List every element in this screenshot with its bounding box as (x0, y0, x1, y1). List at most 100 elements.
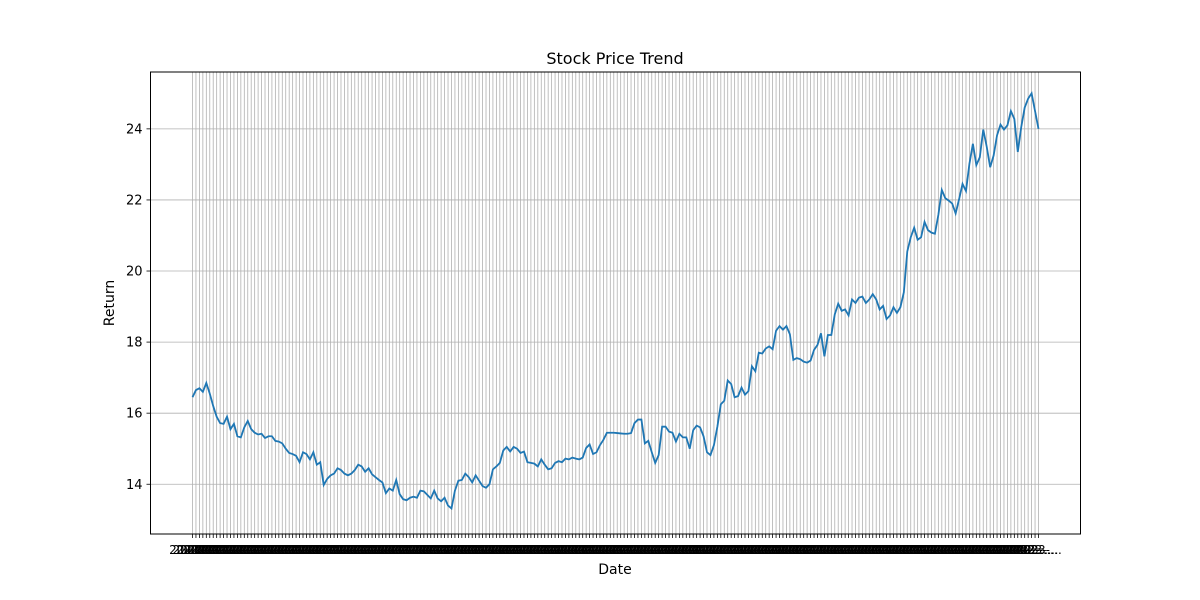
data-point (464, 472, 466, 474)
data-point (941, 189, 943, 191)
data-point (564, 457, 566, 459)
data-point (768, 345, 770, 347)
x-tick-label: 2023-… (173, 543, 220, 557)
data-point (281, 442, 283, 444)
x-tick-label: 2023-… (252, 543, 299, 557)
x-tick-label: 2023-… (535, 543, 582, 557)
x-tick-label: 2023-… (335, 543, 382, 557)
x-tick-label: 2023-… (280, 543, 327, 557)
x-tick-label: 2023-… (829, 543, 876, 557)
data-point (623, 433, 625, 435)
chart-title: Stock Price Trend (546, 49, 683, 68)
data-point (847, 314, 849, 316)
x-tick-label: 2023-… (901, 543, 948, 557)
data-point (647, 440, 649, 442)
data-point (530, 462, 532, 464)
data-point (651, 451, 653, 453)
data-point (571, 456, 573, 458)
data-point (1020, 126, 1022, 128)
data-point (588, 443, 590, 445)
x-tick-label: 2023-… (815, 543, 862, 557)
data-point (986, 145, 988, 147)
x-tick-label: 2023-… (922, 543, 969, 557)
data-point (599, 444, 601, 446)
x-tick-label: 2023-… (611, 543, 658, 557)
x-tick-label: 2023-… (887, 543, 934, 557)
data-point (395, 479, 397, 481)
x-tick-label: 2023-… (549, 543, 596, 557)
data-point (927, 229, 929, 231)
x-tick-label: 2023-… (186, 543, 233, 557)
data-point (354, 469, 356, 471)
x-tick-label: 2023-… (853, 543, 900, 557)
x-tick-label: 2023-… (898, 543, 945, 557)
data-point (1013, 118, 1015, 120)
x-tick-label: 2023-… (877, 543, 924, 557)
x-tick-label: 2023-… (224, 543, 271, 557)
data-point (702, 435, 704, 437)
x-tick-label: 2023-… (494, 543, 541, 557)
data-point (361, 465, 363, 467)
x-tick-label: 2023-… (794, 543, 841, 557)
data-point (678, 433, 680, 435)
x-tick-label: 2023-… (480, 543, 527, 557)
data-point (350, 472, 352, 474)
x-tick-label: 2023-… (590, 543, 637, 557)
data-point (830, 334, 832, 336)
data-point (723, 400, 725, 402)
data-point (523, 450, 525, 452)
data-point (875, 298, 877, 300)
data-point (585, 447, 587, 449)
data-point (730, 383, 732, 385)
data-point (910, 236, 912, 238)
x-tick-label: 2023-… (404, 543, 451, 557)
x-tick-label: 2023-… (646, 543, 693, 557)
data-point (1006, 124, 1008, 126)
x-tick-label: 2023-… (842, 543, 889, 557)
data-point (823, 355, 825, 357)
data-point (326, 478, 328, 480)
x-tick-label: 2023-… (577, 543, 624, 557)
x-tick-label: 2023-… (501, 543, 548, 557)
data-point (747, 390, 749, 392)
data-point (792, 359, 794, 361)
data-point (761, 352, 763, 354)
x-tick-label: 2023-… (687, 543, 734, 557)
data-point (575, 457, 577, 459)
x-tick-label: 2023-… (473, 543, 520, 557)
x-tick-label: 2023-… (597, 543, 644, 557)
x-tick-label: 2023-… (507, 543, 554, 557)
x-tick-label: 2023-… (673, 543, 720, 557)
data-point (240, 436, 242, 438)
data-point (309, 458, 311, 460)
data-point (329, 474, 331, 476)
data-point (547, 468, 549, 470)
data-point (740, 386, 742, 388)
x-tick-label: 2023-… (369, 543, 416, 557)
data-point (1030, 92, 1032, 94)
x-tick-label: 2023-… (421, 543, 468, 557)
x-tick-label: 2023-… (594, 543, 641, 557)
x-tick-label: 2023-… (587, 543, 634, 557)
data-point (191, 396, 193, 398)
data-point (291, 453, 293, 455)
x-tick-label: 2023-… (238, 543, 285, 557)
x-tick-label: 2023-… (211, 543, 258, 557)
x-tick-label: 2023-… (694, 543, 741, 557)
data-point (913, 226, 915, 228)
x-tick-label: 2023-… (583, 543, 630, 557)
data-point (937, 214, 939, 216)
x-tick-label: 2023-… (269, 543, 316, 557)
x-tick-label: 2023-… (722, 543, 769, 557)
x-tick-label: 2023-… (732, 543, 779, 557)
data-point (471, 481, 473, 483)
data-point (827, 334, 829, 336)
data-point (802, 360, 804, 362)
data-point (381, 481, 383, 483)
x-tick-label: 2023-… (1008, 543, 1055, 557)
data-point (754, 370, 756, 372)
data-point (616, 432, 618, 434)
x-tick-label: 2023-… (463, 543, 510, 557)
x-tick-label: 2023-… (400, 543, 447, 557)
data-point (682, 436, 684, 438)
